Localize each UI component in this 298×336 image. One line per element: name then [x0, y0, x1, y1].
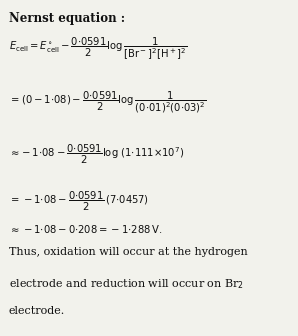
Text: $=(0-1{\cdot}08)-\dfrac{0{\cdot}0591}{2}\log\dfrac{1}{(0{\cdot}01)^2(0{\cdot}03): $=(0-1{\cdot}08)-\dfrac{0{\cdot}0591}{2}… [9, 89, 207, 115]
Text: $E_{\rm cell} = E^{\circ}_{\rm cell} - \dfrac{0{\cdot}0591}{2}\log\dfrac{1}{[{\r: $E_{\rm cell} = E^{\circ}_{\rm cell} - \… [9, 35, 187, 62]
Text: electrode and reduction will occur on Br$_2$: electrode and reduction will occur on Br… [9, 277, 244, 291]
Text: Nernst equation :: Nernst equation : [9, 12, 125, 25]
Text: electrode.: electrode. [9, 306, 65, 316]
Text: $\approx -1{\cdot}08-0{\cdot}208=-1{\cdot}288\,{\rm V.}$: $\approx -1{\cdot}08-0{\cdot}208=-1{\cdo… [9, 223, 162, 236]
Text: $\approx\!-1{\cdot}08-\dfrac{0{\cdot}0591}{2}\log\,(1{\cdot}111{\times}10^7)$: $\approx\!-1{\cdot}08-\dfrac{0{\cdot}059… [9, 143, 184, 166]
Text: $=-1{\cdot}08-\dfrac{0{\cdot}0591}{2}\,(7{\cdot}0457)$: $=-1{\cdot}08-\dfrac{0{\cdot}0591}{2}\,(… [9, 190, 149, 213]
Text: Thus, oxidation will occur at the hydrogen: Thus, oxidation will occur at the hydrog… [9, 247, 248, 257]
